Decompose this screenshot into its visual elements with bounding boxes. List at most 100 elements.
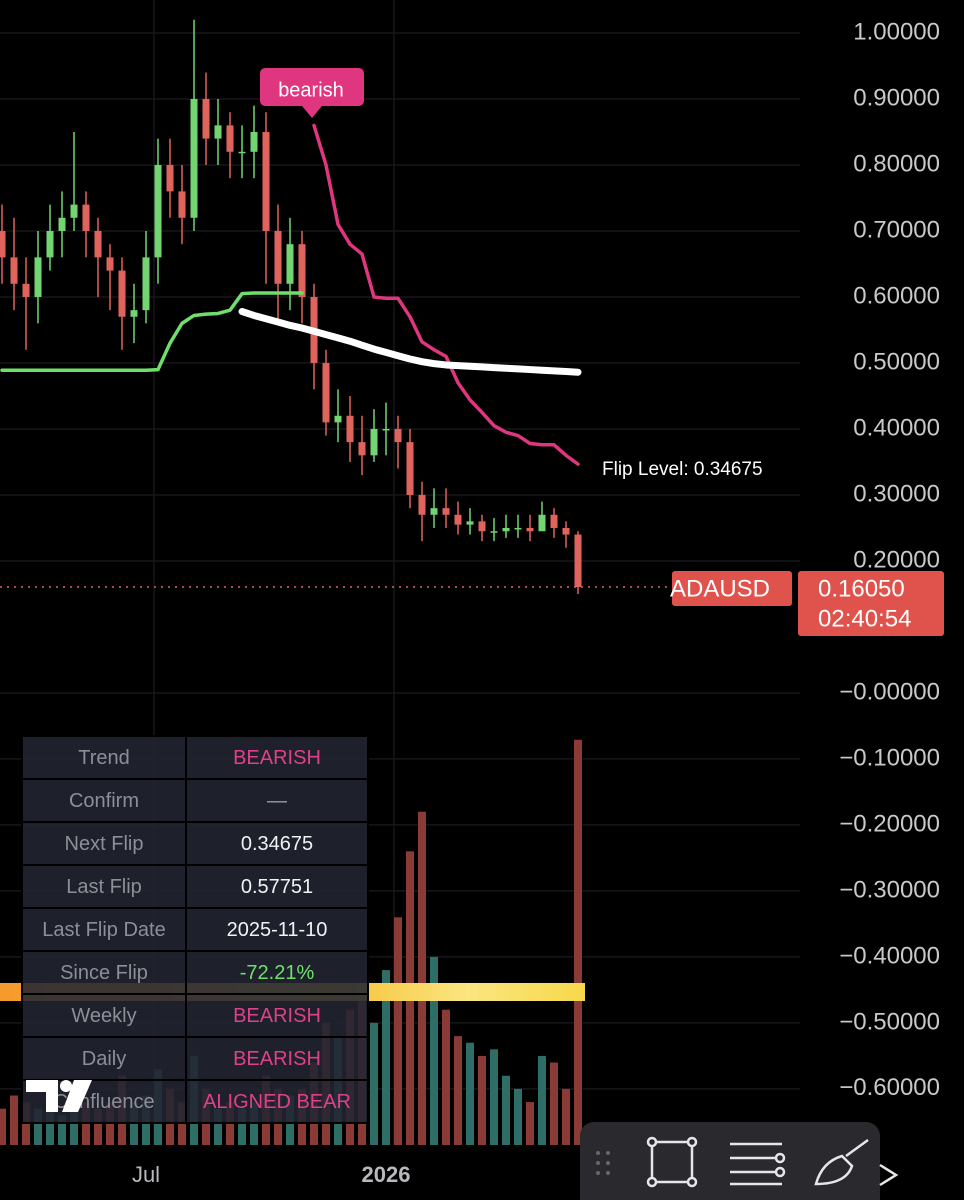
table-key: Trend [78, 747, 130, 769]
candle-body [22, 283, 30, 297]
y-tick-label: −0.60000 [839, 1074, 940, 1101]
candle-body [142, 257, 150, 311]
y-axis: 1.00000 0.90000 0.80000 0.70000 0.60000 0.500… [839, 18, 940, 1101]
symbol-tag [672, 571, 792, 606]
table-key: Weekly [71, 1005, 136, 1027]
candle-body [154, 164, 162, 258]
volume-bar [58, 1115, 66, 1145]
volume-bar [466, 1042, 474, 1145]
candle-body [0, 230, 6, 258]
candle-body [118, 270, 126, 317]
y-tick-label: −0.40000 [839, 942, 940, 969]
y-tick-label: −0.10000 [839, 744, 940, 771]
volume-bar [502, 1075, 510, 1145]
flip-level-label: Flip Level: 0.34675 [602, 459, 763, 480]
table-key: Last Flip [66, 876, 142, 898]
volume-bar [430, 956, 438, 1145]
indicator-line [312, 123, 580, 466]
table-key: Since Flip [60, 962, 148, 984]
table-cell [185, 1079, 369, 1124]
table-value: BEARISH [233, 747, 321, 769]
candle-body [370, 428, 378, 456]
y-tick-label: 0.20000 [853, 546, 940, 573]
volume-bar [490, 1049, 498, 1145]
symbol-label: ADAUSD [670, 575, 770, 602]
candle-body [178, 191, 186, 218]
logo [26, 1080, 92, 1112]
y-tick-label: 0.60000 [853, 282, 940, 309]
candle-body [226, 125, 234, 152]
candles-layer [0, 19, 582, 594]
y-tick-label: 0.30000 [853, 480, 940, 507]
price-tag [798, 571, 944, 636]
candle-body [238, 151, 246, 154]
candle-body [202, 98, 210, 139]
table-value: -72.21% [240, 962, 315, 984]
candle-body [214, 125, 222, 139]
y-tick-label: 1.00000 [853, 18, 940, 45]
candle-body [166, 164, 174, 192]
candle-body [46, 230, 54, 258]
indicator-line [238, 307, 582, 376]
volume-bar [454, 1036, 462, 1145]
x-tick-label: Jul [132, 1162, 160, 1187]
volume-bar [0, 1108, 6, 1145]
table-value: 0.57751 [241, 876, 313, 898]
candle-body [478, 521, 486, 532]
candle-body [82, 204, 90, 231]
volume-bar [562, 1088, 570, 1145]
volume-bar [238, 1108, 246, 1145]
table-key: Last Flip Date [42, 919, 165, 941]
candle-body [94, 230, 102, 258]
volume-bar [214, 1108, 222, 1145]
volume-bar [394, 917, 402, 1145]
candle-body [250, 131, 258, 152]
y-tick-label: 0.80000 [853, 150, 940, 177]
indicator-line [0, 291, 304, 372]
candle-body [562, 527, 570, 535]
table-key: Next Flip [65, 833, 144, 855]
candle-body [394, 428, 402, 443]
candle-body [274, 230, 282, 284]
candle-body [430, 508, 438, 515]
y-tick-label: −0.30000 [839, 876, 940, 903]
y-tick-label: −0.00000 [839, 678, 940, 705]
volume-bar [418, 811, 426, 1145]
candle-body [382, 428, 390, 431]
candle-body [514, 527, 522, 530]
signal-label: bearish [278, 79, 344, 101]
volume-bar [382, 970, 390, 1145]
candle-body [34, 257, 42, 297]
table-value: 0.34675 [241, 833, 313, 855]
candle-body [466, 521, 474, 525]
status-table: Trend BEARISH Confirm — Next Flip 0.34675 Last… [21, 735, 369, 1124]
x-tick-label: 2026 [362, 1162, 411, 1187]
volume-bar [574, 739, 582, 1145]
toolbar[interactable] [580, 1122, 899, 1200]
candle-body [502, 527, 510, 532]
candle-body [322, 362, 330, 423]
candle-body [442, 508, 450, 515]
candle-body [418, 494, 426, 515]
candle-body [10, 257, 18, 284]
y-tick-label: 0.70000 [853, 216, 940, 243]
volume-bar [514, 1088, 522, 1145]
candle-body [70, 204, 78, 218]
table-key: Daily [82, 1048, 126, 1070]
volume-bar [538, 1055, 546, 1145]
y-tick-label: 0.40000 [853, 414, 940, 441]
candle-body [130, 310, 138, 317]
y-tick-label: −0.20000 [839, 810, 940, 837]
candle-body [526, 527, 534, 532]
candle-body [262, 131, 270, 231]
candle-body [538, 514, 546, 532]
candle-body [286, 244, 294, 284]
candle-body [574, 534, 582, 588]
table-value: 2025-11-10 [227, 919, 328, 941]
signal-tag [260, 68, 364, 118]
volume-bar [10, 1095, 18, 1145]
volume-bar [34, 1108, 42, 1145]
candle-body [490, 531, 498, 533]
